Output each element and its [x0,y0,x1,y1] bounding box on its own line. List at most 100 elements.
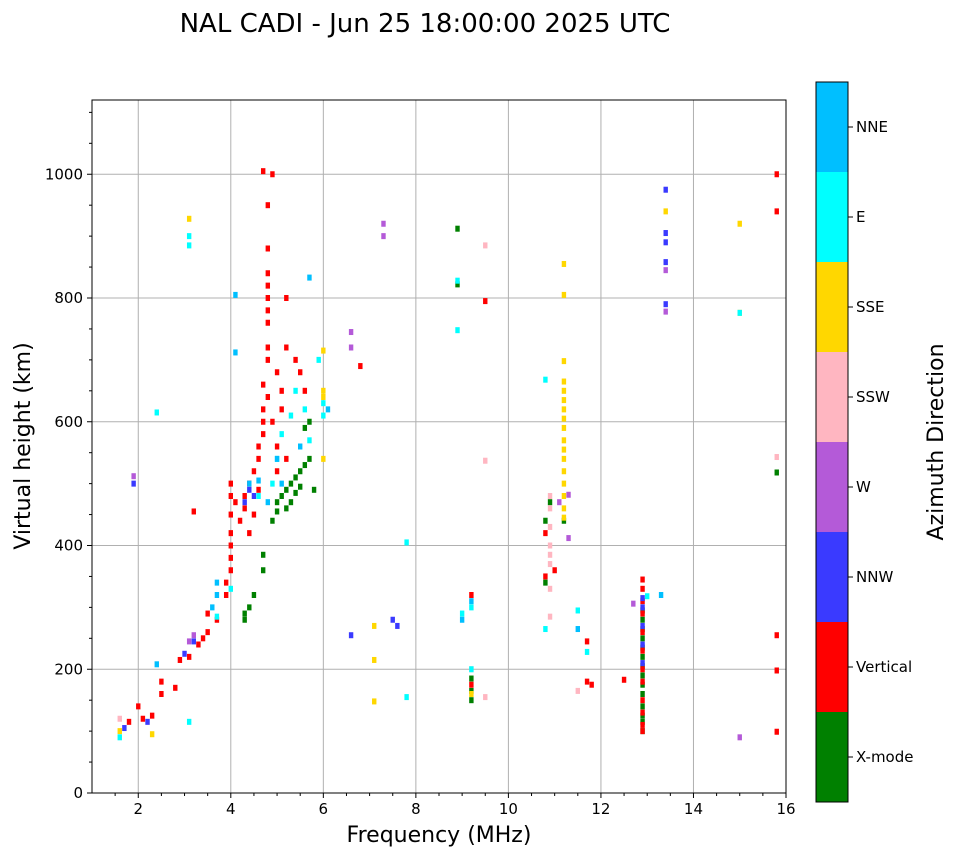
data-point-sse [561,514,567,521]
data-point-vertical [584,638,590,645]
data-point-x-mode [640,644,645,651]
data-point-x-mode [307,418,312,425]
data-point-vertical [469,592,474,598]
data-point-vertical [265,307,271,314]
data-point-nne [658,592,664,598]
data-point-vertical [270,418,275,425]
data-point-x-mode [302,424,308,431]
colorbar: X-mode Vertical NNW W SSW SSE E NNE [815,81,913,803]
data-point-vertical [260,431,266,438]
data-point-vertical [205,610,210,617]
data-point-vertical [284,455,289,462]
data-point-e [302,406,308,413]
data-point-ssw [575,687,580,694]
data-point-sse [663,208,668,215]
data-point-x-mode [469,675,474,682]
data-point-nnw [640,622,645,629]
data-point-e [543,626,548,633]
data-point-e [117,734,122,741]
data-point-vertical [228,493,233,499]
data-point-nnw [663,259,668,266]
data-point-e [321,412,326,419]
data-point-x-mode [469,687,474,694]
data-point-e [737,309,742,316]
data-point-vertical [228,567,233,574]
data-point-w [566,535,571,542]
data-point-sse [561,260,567,267]
data-point-vertical [265,245,271,252]
data-point-sse [321,347,326,354]
data-point-x-mode [247,604,252,611]
data-point-nne [214,579,220,586]
x-tick-label: 10 [499,800,518,818]
data-point-e [321,400,326,407]
data-point-vertical [233,499,238,506]
colorbar-frame [815,81,849,803]
data-point-nnw [395,622,400,629]
data-point-nnw [247,486,252,493]
x-tick-label: 12 [591,800,610,818]
colorbar-tick-label: SSE [856,298,885,316]
data-point-sse [561,387,567,394]
data-point-x-mode [251,592,257,598]
data-point-e [186,718,192,725]
data-point-x-mode [640,626,645,633]
data-point-e [214,613,220,620]
data-point-ssw [547,561,553,568]
colorbar-label: Azimuth Direction [924,343,949,540]
data-point-vertical [228,554,233,561]
data-point-nnw [182,650,187,657]
data-point-vertical [469,681,474,688]
data-point-vertical [274,468,280,475]
data-point-ssw [547,493,553,499]
data-point-w [631,600,636,607]
data-point-x-mode [455,225,460,232]
data-point-w [348,329,354,336]
x-tick-label: 16 [776,800,795,818]
data-point-sse [561,406,567,413]
data-point-x-mode [288,480,294,487]
x-axis-ticks: 2 4 6 8 10 12 14 16 [114,793,796,818]
data-point-nnw [390,616,395,623]
data-point-nne [154,661,159,668]
data-point-vertical [191,508,196,515]
data-point-e [575,607,580,614]
data-point-e [584,648,590,655]
data-point-w [186,638,192,645]
data-point-nnw [640,604,645,611]
data-point-nne [210,604,215,611]
data-point-nne [575,626,580,633]
data-point-sse [561,378,567,385]
data-point-vertical [214,616,220,623]
data-point-vertical [186,653,192,660]
data-point-nnw [242,499,247,506]
data-point-sse [117,728,122,735]
data-point-e [469,604,474,611]
colorbar-tick-label: X-mode [856,748,913,766]
data-point-vertical [140,715,146,722]
data-point-vertical [247,530,252,537]
data-point-vertical [640,647,645,654]
data-point-nnw [640,641,645,648]
data-point-vertical [284,295,289,301]
data-point-x-mode [640,653,645,660]
data-point-vertical [270,171,275,178]
data-point-sse [372,698,377,705]
data-point-e [186,242,192,249]
data-point-sse [561,358,567,365]
data-point-vertical [640,678,645,685]
data-point-w [381,233,386,240]
data-point-w [566,491,571,498]
data-point-x-mode [298,468,303,475]
data-point-vertical [298,369,303,376]
data-point-vertical [584,678,590,685]
data-point-ssw [547,505,553,512]
x-tick-label: 4 [226,800,236,818]
x-tick-label: 2 [133,800,143,818]
data-point-x-mode [242,616,247,623]
data-point-nnw [663,301,668,308]
data-point-w [191,632,196,639]
data-point-nne [325,406,331,413]
data-point-e [279,431,284,438]
data-point-vertical [265,282,271,289]
